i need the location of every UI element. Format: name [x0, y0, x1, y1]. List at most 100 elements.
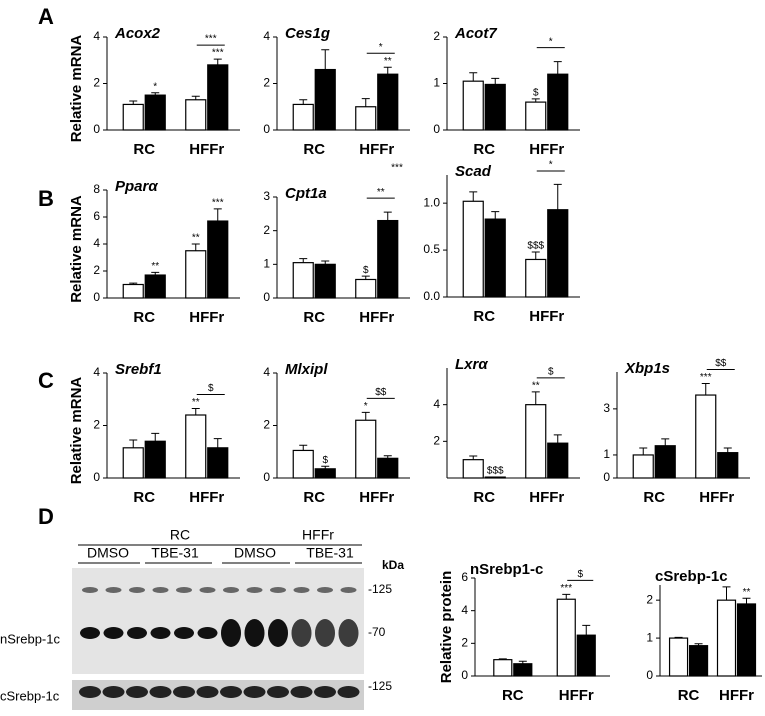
error-bar — [321, 49, 330, 70]
significance-label: *** — [212, 48, 224, 59]
y-tick-label: 2 — [646, 592, 653, 606]
y-tick-label: 8 — [93, 182, 100, 196]
error-bar — [151, 271, 160, 276]
error-bar — [723, 447, 732, 453]
blot-band — [293, 587, 310, 593]
bar — [377, 219, 399, 299]
panel-label: A — [38, 4, 54, 29]
bar — [377, 457, 399, 479]
blot-band — [199, 587, 216, 593]
significance-label: ** — [384, 56, 392, 67]
blot-band — [244, 619, 265, 647]
bar — [556, 598, 576, 677]
error-bar — [213, 58, 222, 65]
error-bar — [151, 432, 160, 442]
bar — [462, 80, 484, 131]
y-tick-label: 4 — [93, 236, 100, 250]
x-tick-label: RC — [133, 489, 155, 506]
x-tick-label: HFFr — [189, 309, 224, 326]
blot-band — [127, 627, 147, 639]
bar — [314, 263, 336, 299]
blot-band — [220, 686, 242, 698]
y-tick-label: 3 — [263, 189, 270, 203]
error-bar — [553, 434, 562, 444]
blot-band — [315, 619, 335, 647]
marker-label: -70 — [368, 625, 386, 639]
x-tick-label: RC — [678, 687, 700, 704]
bar — [547, 442, 569, 479]
error-bar — [469, 455, 478, 460]
significance-label: * — [364, 401, 368, 412]
significance-label: ** — [192, 233, 200, 244]
bar — [185, 414, 207, 479]
y-tick-label: 2 — [93, 263, 100, 277]
y-tick-label: 0 — [93, 290, 100, 304]
marker-label: -125 — [368, 582, 392, 596]
chart-title: cSrebp-1c — [655, 568, 728, 585]
y-tick-label: 1 — [646, 630, 653, 644]
error-bar — [321, 465, 330, 469]
chart-title: Srebf1 — [115, 361, 162, 378]
error-bar — [151, 92, 160, 96]
y-tick-label: 2 — [433, 29, 440, 43]
y-tick-label: 1 — [603, 447, 610, 461]
x-tick-label: HFFr — [529, 141, 564, 158]
x-tick-label: RC — [303, 489, 325, 506]
y-tick-label: 2 — [93, 418, 100, 432]
y-tick-label: 2 — [263, 76, 270, 90]
error-bar — [361, 98, 370, 107]
blot-treatment: DMSO — [87, 545, 129, 561]
bar — [484, 83, 506, 131]
error-bar — [742, 597, 751, 604]
error-bar — [129, 100, 138, 105]
x-tick-label: HFFr — [359, 141, 394, 158]
y-tick-label: 0.5 — [423, 242, 440, 256]
bracket-label: $ — [577, 569, 583, 580]
bracket-label: * — [379, 42, 383, 53]
x-tick-label: RC — [133, 141, 155, 158]
x-tick-label: RC — [133, 309, 155, 326]
bar — [716, 599, 737, 677]
bracket-label: $$ — [375, 387, 387, 398]
bar — [493, 659, 513, 677]
blot-band — [196, 686, 219, 698]
panel-label: C — [38, 368, 54, 393]
x-tick-label: HFFr — [699, 489, 734, 506]
bar — [355, 419, 377, 479]
error-bar — [562, 593, 571, 600]
chart-title: Acox2 — [114, 25, 161, 42]
blot-band — [317, 587, 333, 593]
error-bar — [531, 391, 540, 405]
x-tick-label: RC — [473, 308, 495, 325]
y-tick-label: 4 — [93, 29, 100, 43]
error-bar — [469, 191, 478, 202]
error-bar — [383, 211, 392, 221]
y-tick-label: 0 — [263, 470, 270, 484]
blot-band — [82, 587, 98, 593]
bar — [185, 250, 207, 299]
y-tick-label: 1 — [433, 76, 440, 90]
blot-band — [152, 587, 169, 593]
y-tick-label: 0 — [263, 122, 270, 136]
blot-band — [102, 686, 125, 698]
bar — [547, 209, 569, 298]
bar — [355, 106, 377, 131]
blot-band — [337, 686, 360, 698]
y-tick-label: 4 — [433, 397, 440, 411]
y-tick-label: 2 — [433, 434, 440, 448]
y-tick-label: 0.0 — [423, 289, 440, 303]
y-tick-label: 6 — [461, 570, 468, 584]
chart-title: Acot7 — [454, 25, 497, 42]
blot-band — [267, 686, 289, 698]
bar — [207, 64, 229, 131]
x-tick-label: RC — [303, 141, 325, 158]
error-bar — [191, 243, 200, 251]
significance-label: *** — [560, 583, 572, 594]
bar — [668, 637, 689, 677]
blot-band — [150, 627, 171, 639]
error-bar — [553, 61, 562, 75]
error-bar — [191, 407, 200, 415]
error-bar — [383, 66, 392, 75]
blot-band — [103, 627, 124, 639]
y-tick-label: 2 — [93, 76, 100, 90]
